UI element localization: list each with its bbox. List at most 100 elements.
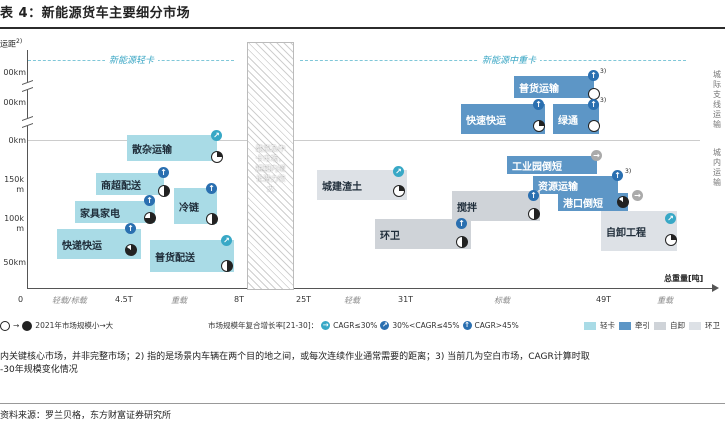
legend-size: → 2021年市场规模小→大 <box>0 320 113 331</box>
market-box: 工业园倒短 <box>507 156 597 174</box>
y-tick-label: 100k m <box>4 214 24 233</box>
pie-size-icon <box>221 260 233 272</box>
pie-empty-icon <box>0 320 10 331</box>
arrow-up-icon: ↑ <box>588 70 599 81</box>
light-segment-label: 新能源轻卡 <box>105 53 159 66</box>
pie-size-icon <box>393 185 405 197</box>
footnote-line: -30年规模变化情况 <box>0 365 78 375</box>
pie-full-icon <box>22 320 33 331</box>
hatched-zone <box>247 42 294 290</box>
arrow-up-icon: ↑ <box>206 183 217 194</box>
source-divider <box>0 403 725 404</box>
market-box: 自卸工程 <box>601 211 677 251</box>
legend-type-label: 牵引 <box>635 321 650 330</box>
footnote-line: 内关键核心市场，并非完整市场；2) 指的是场景内车辆在两个目的地之间，或每次连续… <box>0 352 590 362</box>
x-segment-label: 重载 <box>171 296 187 305</box>
legend-cagr-item: CAGR>45% <box>474 321 519 330</box>
arrow-up-icon: ↑ <box>125 223 136 234</box>
arrow-right-icon: → <box>321 321 331 330</box>
pie-size-icon <box>528 208 540 220</box>
arrow-up-right-icon: ↗ <box>665 213 676 224</box>
arrow-up-right-icon: ↗ <box>393 166 404 177</box>
hatched-zone-text: 载货及中卡市场，短期内增长潜力较大 <box>255 144 286 193</box>
pie-size-icon <box>144 212 156 224</box>
x-axis-title: 总重量[吨] <box>664 274 704 283</box>
arrow-up-icon: ↑ <box>456 218 467 229</box>
legend-swatch <box>654 321 666 330</box>
region-divider <box>28 140 700 141</box>
y-tick-label: 00km <box>3 68 26 77</box>
legend-cagr: 市场规模年复合增长率[21-30]： → CAGR≤30% ↗ 30%<CAGR… <box>208 320 519 331</box>
pie-size-icon <box>211 151 223 163</box>
market-box: 商超配送 <box>96 173 164 195</box>
market-box: 普货配送 <box>150 240 234 272</box>
arrow-up-right-icon: ↗ <box>211 130 222 141</box>
pie-size-icon <box>206 213 218 225</box>
legend-cagr-item: CAGR≤30% <box>333 321 378 330</box>
market-box: 家具家电 <box>75 201 155 223</box>
arrow-up-right-icon: ↗ <box>380 321 390 330</box>
legend-cagr-item: 30%<CAGR≤45% <box>392 321 460 330</box>
x-tick-label: 4.5T <box>115 295 133 304</box>
pie-size-icon <box>456 236 468 248</box>
title-divider <box>0 27 725 29</box>
side-label-intracity: 城内运输 <box>713 148 721 187</box>
legend-type-label: 轻卡 <box>600 321 615 330</box>
market-box: 港口倒短 <box>558 193 628 211</box>
legend-arrow: → <box>13 321 20 330</box>
x-segment-label: 重载 <box>657 296 673 305</box>
arrow-up-icon: ↑ <box>144 195 155 206</box>
x-tick-label: 25T <box>296 295 312 304</box>
arrow-right-icon: → <box>632 190 643 201</box>
market-box: 环卫 <box>375 219 471 249</box>
pie-size-icon <box>588 120 600 132</box>
arrow-up-icon: ↑ <box>158 167 169 178</box>
x-tick-label: 31T <box>398 295 414 304</box>
pie-size-icon <box>533 120 545 132</box>
x-segment-label: 轻载 <box>344 296 360 305</box>
footnotes: 内关键核心市场，并非完整市场；2) 指的是场景内车辆在两个目的地之间，或每次连续… <box>0 351 725 377</box>
market-box: 普货运输 <box>514 76 594 98</box>
x-tick-label: 49T <box>596 295 612 304</box>
pie-size-icon <box>158 185 170 197</box>
arrow-up-icon: ↑ <box>612 170 623 181</box>
market-box: 资源运输 <box>533 176 618 194</box>
legend-type-label: 环卫 <box>705 321 720 330</box>
market-box: 搅拌 <box>452 191 540 221</box>
market-box: 快速快运 <box>461 104 545 134</box>
arrow-up-right-icon: ↗ <box>221 235 232 246</box>
table-title: 表 4：新能源货车主要细分市场 <box>0 6 191 21</box>
side-label-intercity: 城际支线运输 <box>713 70 721 129</box>
footnote-mark: 3) <box>600 68 607 75</box>
arrow-up-icon: ↑ <box>533 99 544 110</box>
x-tick-label: 0 <box>18 295 24 304</box>
x-tick-label: 8T <box>234 295 244 304</box>
arrow-right-icon: → <box>591 150 602 161</box>
legend-swatch <box>584 321 596 330</box>
legend-size-label: 2021年市场规模小→大 <box>35 321 114 330</box>
x-axis-arrow-icon <box>712 284 719 292</box>
x-segment-label: 轻载/标载 <box>52 296 87 305</box>
legend-type: 轻卡 牵引 自卸 环卫 <box>584 320 720 331</box>
y-tick-label: 0km <box>8 136 26 145</box>
y-tick-label: 00km <box>3 98 26 107</box>
footnote-mark: 3) <box>600 97 607 104</box>
arrow-up-icon: ↑ <box>528 190 539 201</box>
pie-size-icon <box>617 196 629 208</box>
y-axis <box>27 50 28 288</box>
x-axis <box>27 288 717 289</box>
market-diagram: 新能源轻卡 新能源中重卡 运距2) 00km 00km 0km 150k m 1… <box>0 30 725 348</box>
legend-swatch <box>619 321 631 330</box>
arrow-up-icon: ↑ <box>588 99 599 110</box>
heavy-segment-label: 新能源中重卡 <box>478 53 541 66</box>
arrow-up-icon: ↑ <box>462 321 472 330</box>
footnote-mark: 3) <box>625 168 632 175</box>
legend-cagr-title: 市场规模年复合增长率[21-30]： <box>208 321 319 330</box>
pie-size-icon <box>665 234 677 246</box>
x-segment-label: 标载 <box>494 296 510 305</box>
source-note: 资料来源：罗兰贝格，东方财富证券研究所 <box>0 411 172 421</box>
pie-size-icon <box>125 244 137 256</box>
legend-type-label: 自卸 <box>670 321 685 330</box>
y-tick-label: 50km <box>3 258 26 267</box>
market-box: 散杂运输 <box>127 135 217 161</box>
